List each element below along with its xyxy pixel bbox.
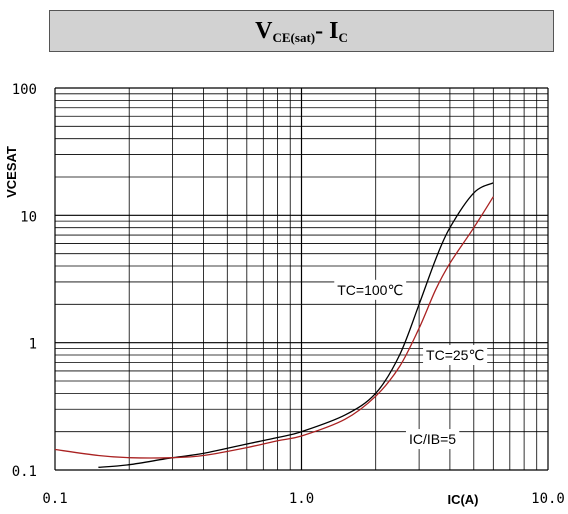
x-tick-label: 1.0 (289, 491, 314, 507)
chart-title: VCE(sat)- IC (255, 18, 348, 45)
title-subscript-1: CE(sat) (272, 30, 316, 45)
tick-labels: 0.1 1.0 10.0 100 10 1 0.1 (12, 82, 565, 507)
title-dash: - I (315, 18, 339, 44)
chart-title-box: VCE(sat)- IC (49, 10, 554, 52)
y-tick-label: 10 (20, 209, 37, 225)
annotation-label: TC=100℃ (337, 282, 403, 298)
y-tick-label: 100 (12, 82, 37, 98)
x-axis-title: IC(A) (447, 492, 478, 507)
title-symbol: V (255, 18, 273, 44)
x-tick-label: 0.1 (42, 491, 67, 507)
annotation-bg (405, 429, 460, 450)
annotation-bg (334, 279, 407, 300)
series-line-2 (54, 196, 494, 459)
series-line-1 (98, 182, 494, 468)
title-subscript-2: C (338, 30, 348, 45)
annotation-bg (423, 345, 488, 366)
annotation-label: IC/IB=5 (409, 431, 456, 447)
series-group (54, 182, 494, 468)
annotation-label: TC=25℃ (426, 347, 484, 363)
x-tick-label: 10.0 (531, 491, 565, 507)
grid (54, 87, 549, 471)
y-tick-label: 0.1 (12, 464, 37, 480)
y-axis-title: VCESAT (4, 146, 19, 198)
annotations: TC=100℃ TC=25℃ IC/IB=5 (334, 279, 488, 450)
y-tick-label: 1 (29, 337, 37, 353)
